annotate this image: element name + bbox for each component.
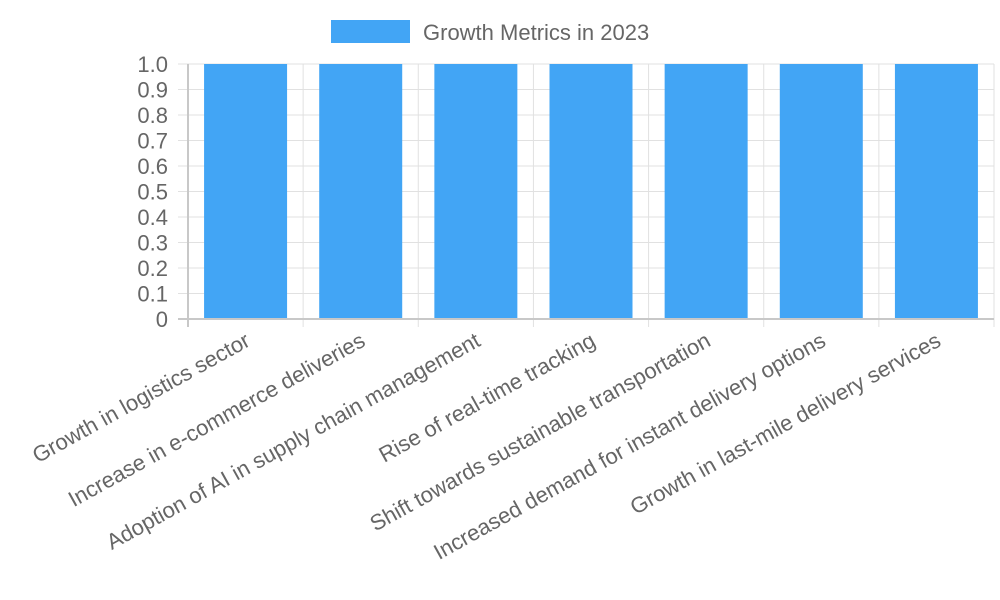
- y-tick-label: 0: [156, 307, 168, 332]
- y-tick-label: 0.7: [137, 129, 168, 154]
- bar[interactable]: [204, 64, 288, 319]
- y-tick-label: 0.5: [137, 180, 168, 205]
- y-tick-label: 0.6: [137, 154, 168, 179]
- bar[interactable]: [664, 64, 748, 319]
- bars: [204, 64, 978, 319]
- bar[interactable]: [894, 64, 978, 319]
- legend-label[interactable]: Growth Metrics in 2023: [423, 20, 649, 45]
- axes: [178, 64, 994, 327]
- y-tick-label: 0.4: [137, 205, 168, 230]
- y-tick-label: 0.3: [137, 231, 168, 256]
- bar[interactable]: [434, 64, 518, 319]
- y-tick-label: 0.9: [137, 78, 168, 103]
- legend[interactable]: Growth Metrics in 2023: [331, 20, 649, 45]
- y-tick-label: 0.8: [137, 103, 168, 128]
- bar[interactable]: [779, 64, 863, 319]
- legend-swatch[interactable]: [331, 20, 410, 43]
- y-tick-label: 0.1: [137, 282, 168, 307]
- bar[interactable]: [549, 64, 633, 319]
- bar[interactable]: [319, 64, 403, 319]
- y-axis-ticks: 00.10.20.30.40.50.60.70.80.91.0: [137, 52, 168, 332]
- y-tick-label: 1.0: [137, 52, 168, 77]
- y-tick-label: 0.2: [137, 256, 168, 281]
